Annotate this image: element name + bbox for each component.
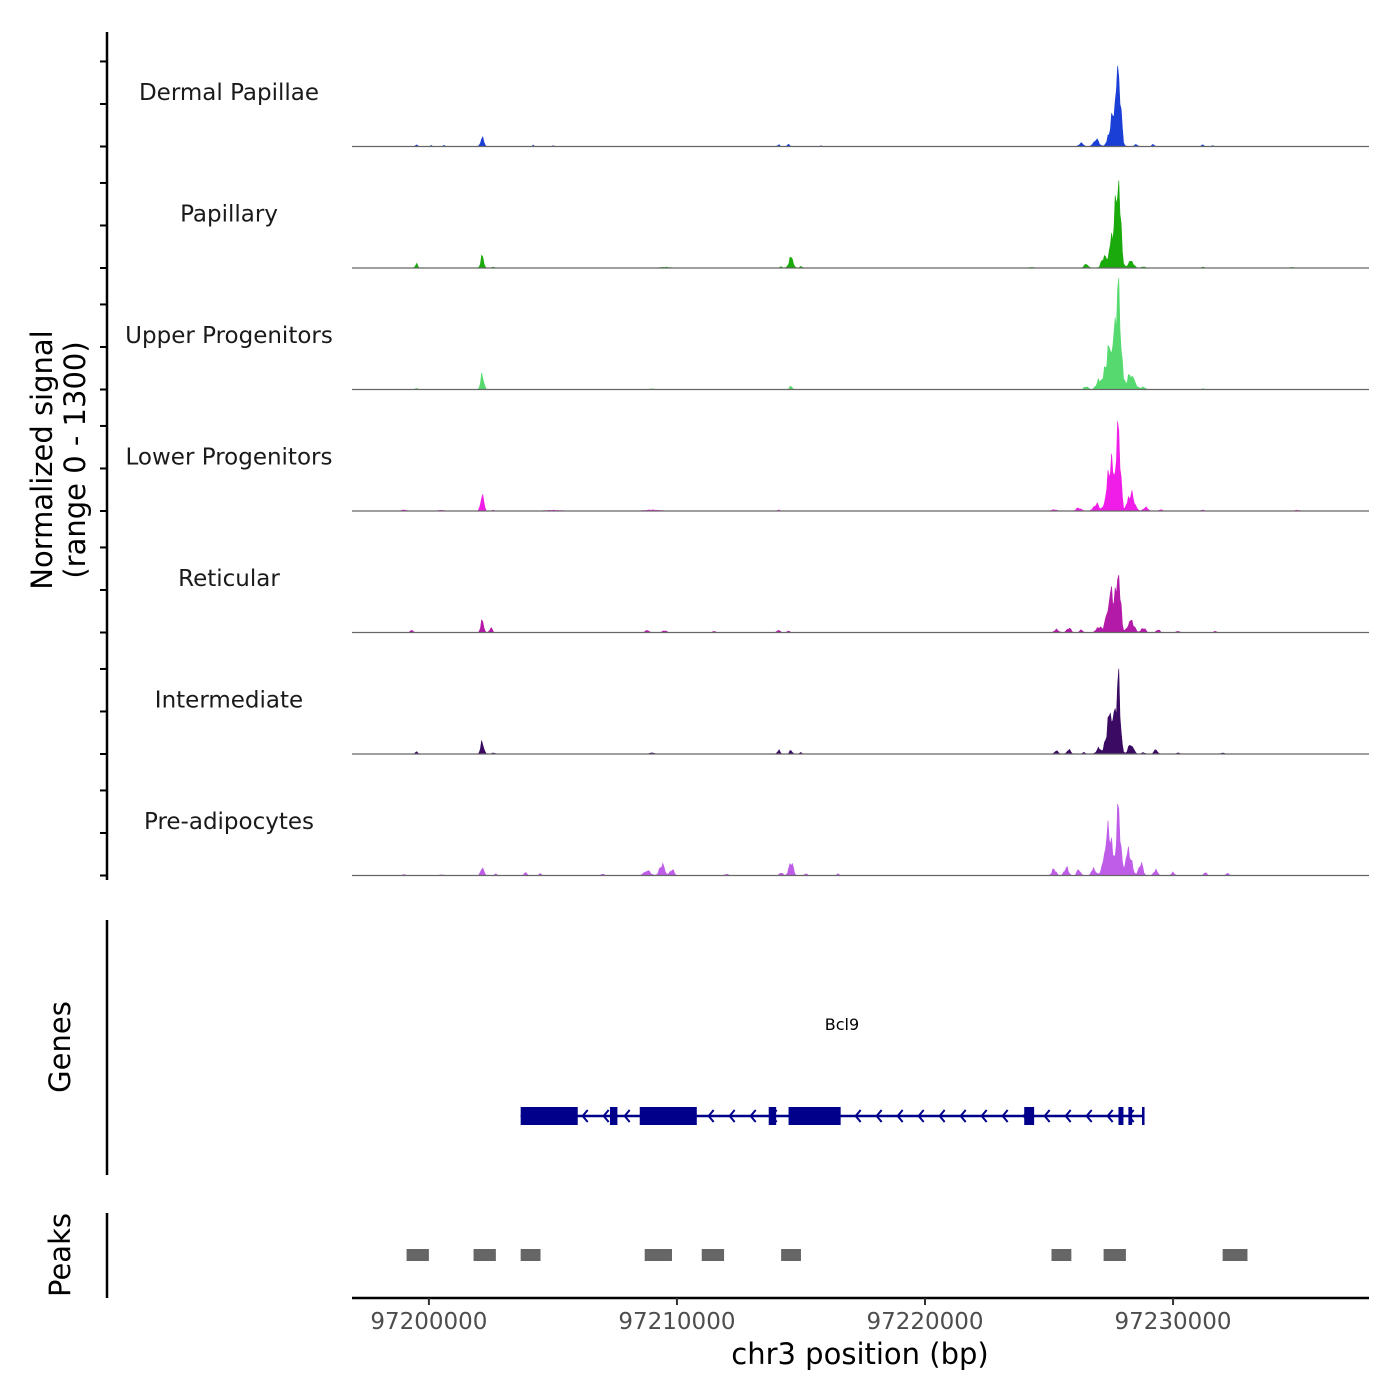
strand-arrow	[623, 1109, 631, 1123]
gene-exon	[1128, 1107, 1133, 1125]
gene-exon	[520, 1107, 578, 1125]
peak-region	[473, 1249, 496, 1261]
genes-track-title: Genes	[43, 1001, 77, 1093]
peak-region	[406, 1249, 429, 1261]
track-dermal-papillae: Dermal Papillae	[100, 60, 1369, 148]
signal-area	[352, 180, 1369, 269]
y-axis-title: Normalized signal	[25, 330, 59, 589]
x-tick-label: 97210000	[618, 1309, 735, 1335]
gene-exon	[1118, 1107, 1124, 1125]
strand-arrow	[854, 1109, 862, 1123]
signal-area	[352, 668, 1369, 755]
gene-exon	[609, 1107, 618, 1125]
strand-arrow	[980, 1109, 988, 1123]
signal-area	[352, 65, 1369, 147]
strand-arrow	[896, 1109, 904, 1123]
x-tick-label: 97200000	[370, 1309, 487, 1335]
signal-area	[352, 575, 1369, 633]
track-label: Lower Progenitors	[126, 445, 333, 471]
track-upper-progenitors: Upper Progenitors	[100, 277, 1369, 391]
track-label: Intermediate	[155, 688, 303, 714]
peak-region	[1103, 1249, 1126, 1261]
strand-arrow	[1001, 1109, 1009, 1123]
peaks-track-title: Peaks	[43, 1213, 77, 1297]
peak-region	[520, 1249, 541, 1261]
track-intermediate: Intermediate	[100, 667, 1369, 755]
track-label: Pre-adipocytes	[144, 809, 314, 835]
x-tick-label: 97220000	[866, 1309, 983, 1335]
strand-arrow	[707, 1109, 715, 1123]
gene-exon	[788, 1107, 841, 1125]
strand-arrow	[581, 1109, 589, 1123]
peak-region	[644, 1249, 672, 1261]
strand-arrow	[1043, 1109, 1051, 1123]
y-axis-subtitle: (range 0 - 1300)	[58, 341, 92, 578]
signal-area	[352, 803, 1369, 876]
peak-region	[781, 1249, 801, 1261]
gene-exon	[1024, 1107, 1035, 1125]
track-lower-progenitors: Lower Progenitors	[100, 421, 1369, 512]
gene-exon	[639, 1107, 697, 1125]
gene-name-label: Bcl9	[825, 1015, 859, 1034]
x-axis-title: chr3 position (bp)	[731, 1337, 988, 1371]
peak-region	[1222, 1249, 1248, 1261]
x-tick-label: 97230000	[1115, 1309, 1232, 1335]
signal-area	[352, 277, 1369, 390]
track-reticular: Reticular	[100, 546, 1369, 634]
peak-region	[701, 1249, 725, 1261]
gene-exon	[768, 1107, 777, 1125]
gene-track: Bcl9	[520, 1015, 1145, 1125]
signal-area	[352, 421, 1369, 512]
strand-arrow	[602, 1109, 610, 1123]
strand-arrow	[1106, 1109, 1114, 1123]
track-label: Dermal Papillae	[139, 80, 319, 106]
strand-arrow	[875, 1109, 883, 1123]
track-label: Papillary	[180, 202, 278, 228]
track-pre-adipocytes: Pre-adipocytes	[100, 789, 1369, 877]
gene-bcl9: Bcl9	[520, 1015, 1145, 1125]
signal-tracks: Dermal Papillae Papillary Upper Progenitor…	[100, 60, 1369, 877]
peak-region	[1051, 1249, 1072, 1261]
strand-arrow	[749, 1109, 757, 1123]
track-papillary: Papillary	[100, 180, 1369, 269]
strand-arrow	[917, 1109, 925, 1123]
strand-arrow	[728, 1109, 736, 1123]
track-label: Upper Progenitors	[125, 323, 333, 349]
strand-arrow	[959, 1109, 967, 1123]
strand-arrow	[938, 1109, 946, 1123]
track-label: Reticular	[178, 566, 280, 592]
strand-arrow	[1064, 1109, 1072, 1123]
strand-arrow	[1085, 1109, 1093, 1123]
peak-track	[406, 1249, 1248, 1261]
x-axis-ticks: 97200000 97210000 97220000 97230000	[370, 1298, 1232, 1335]
